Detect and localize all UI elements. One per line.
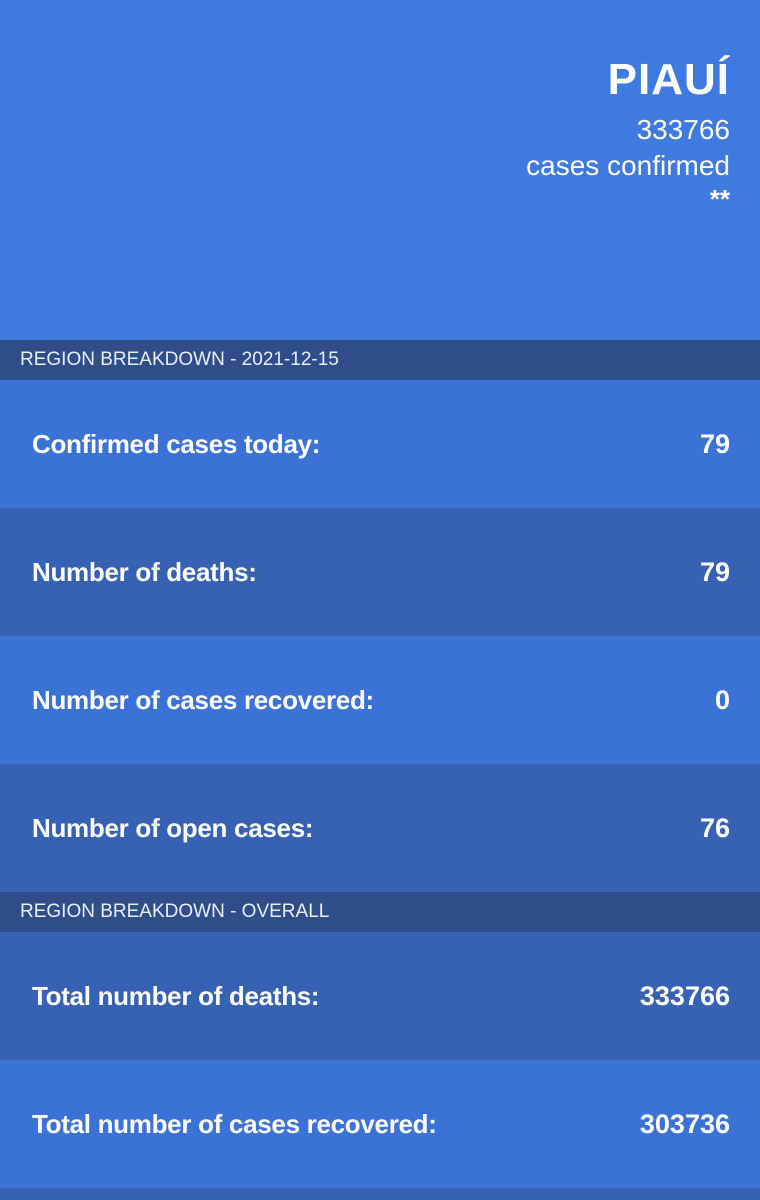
stat-value: 0 — [714, 684, 730, 715]
stat-value: 303736 — [639, 1108, 730, 1139]
daily-breakdown-header: REGION BREAKDOWN - 2021-12-15 — [0, 340, 760, 380]
stat-value: 79 — [699, 428, 730, 459]
stat-row-open-cases: Number of open cases: 76 — [0, 764, 760, 892]
stat-label: Total number of cases recovered: — [32, 1108, 437, 1139]
stat-row-confirmed-today: Confirmed cases today: 79 — [0, 380, 760, 508]
stat-label: Number of deaths: — [32, 556, 257, 587]
stat-label: Total number of deaths: — [32, 980, 320, 1011]
stat-value: 79 — [699, 556, 730, 587]
stat-label: Number of open cases: — [32, 812, 314, 843]
stat-row-total-recovered: Total number of cases recovered: 303736 — [0, 1060, 760, 1188]
footnote-marker: ** — [709, 184, 730, 214]
stat-row-total-deaths: Total number of deaths: 333766 — [0, 932, 760, 1060]
stat-label: Number of cases recovered: — [32, 684, 374, 715]
total-cases-count: 333766 — [636, 114, 730, 145]
region-summary-header: PIAUÍ 333766 cases confirmed ** — [0, 0, 760, 340]
next-row-edge — [0, 1188, 760, 1200]
stat-row-recovered: Number of cases recovered: 0 — [0, 636, 760, 764]
stat-value: 76 — [699, 812, 730, 843]
total-cases-caption: cases confirmed — [526, 150, 730, 181]
stat-label: Confirmed cases today: — [32, 428, 321, 459]
region-name: PIAUÍ — [607, 55, 730, 104]
overall-breakdown-header: REGION BREAKDOWN - OVERALL — [0, 892, 760, 932]
stat-value: 333766 — [639, 980, 730, 1011]
stat-row-deaths: Number of deaths: 79 — [0, 508, 760, 636]
